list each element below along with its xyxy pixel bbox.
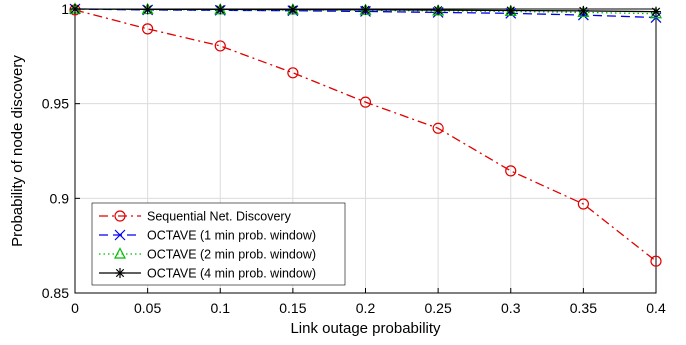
data-point bbox=[505, 165, 517, 177]
data-point bbox=[651, 6, 661, 17]
y-tick-label: 0.9 bbox=[50, 190, 70, 206]
y-tick-label: 1 bbox=[61, 1, 69, 17]
y-tick-label: 0.95 bbox=[42, 96, 69, 112]
x-tick-label: 0.1 bbox=[211, 300, 231, 316]
legend-label: Sequential Net. Discovery bbox=[147, 210, 292, 224]
legend-label: OCTAVE (1 min prob. window) bbox=[147, 229, 316, 243]
data-point bbox=[433, 5, 444, 16]
data-point bbox=[578, 5, 589, 16]
data-point bbox=[142, 23, 154, 35]
x-tick-label: 0.15 bbox=[279, 300, 306, 316]
data-point bbox=[287, 4, 298, 15]
series-1 bbox=[69, 4, 662, 267]
legend-label: OCTAVE (2 min prob. window) bbox=[147, 248, 316, 262]
legend-marker bbox=[115, 268, 125, 278]
x-axis-label: Link outage probability bbox=[290, 320, 441, 337]
legend-item: OCTAVE (4 min prob. window) bbox=[99, 267, 316, 281]
data-point bbox=[432, 122, 444, 134]
legend-item: OCTAVE (1 min prob. window) bbox=[99, 229, 316, 243]
legend-marker bbox=[114, 229, 126, 241]
x-tick-label: 0.05 bbox=[134, 300, 161, 316]
data-point bbox=[214, 40, 226, 52]
series-line bbox=[74, 8, 657, 19]
y-tick-label: 0.85 bbox=[42, 285, 69, 301]
data-point bbox=[70, 4, 80, 14]
legend-item: Sequential Net. Discovery bbox=[99, 210, 292, 224]
data-point bbox=[650, 255, 662, 267]
data-point bbox=[215, 4, 226, 15]
legend-label: OCTAVE (4 min prob. window) bbox=[147, 267, 316, 281]
y-axis-ticks: 0.85 0.9 0.95 1 bbox=[42, 1, 80, 301]
series-layer bbox=[69, 2, 662, 267]
x-tick-label: 0.35 bbox=[570, 300, 597, 316]
data-point bbox=[287, 67, 299, 79]
x-tick-label: 0.2 bbox=[356, 300, 376, 316]
data-point bbox=[577, 5, 590, 18]
data-point bbox=[577, 198, 589, 210]
data-point bbox=[360, 4, 371, 15]
legend-marker bbox=[114, 247, 126, 259]
legend-box bbox=[91, 202, 346, 286]
x-axis-ticks: 0 0.05 0.1 0.15 0.2 0.25 0.3 0.35 0.4 bbox=[71, 288, 666, 316]
legend-marker bbox=[114, 210, 126, 222]
x-tick-label: 0.25 bbox=[425, 300, 452, 316]
x-tick-label: 0.4 bbox=[646, 300, 666, 316]
series-line bbox=[74, 9, 657, 262]
legend: Sequential Net. Discovery OCTAVE (1 min p… bbox=[91, 202, 346, 286]
y-axis-label: Probability of node discovery bbox=[9, 55, 26, 247]
x-tick-label: 0 bbox=[71, 300, 79, 316]
x-tick-label: 0.3 bbox=[501, 300, 521, 316]
data-point bbox=[142, 4, 153, 15]
series-4 bbox=[70, 4, 661, 17]
data-point bbox=[505, 5, 516, 16]
data-point bbox=[650, 6, 662, 19]
legend-item: OCTAVE (2 min prob. window) bbox=[99, 247, 316, 262]
data-point bbox=[359, 96, 372, 108]
